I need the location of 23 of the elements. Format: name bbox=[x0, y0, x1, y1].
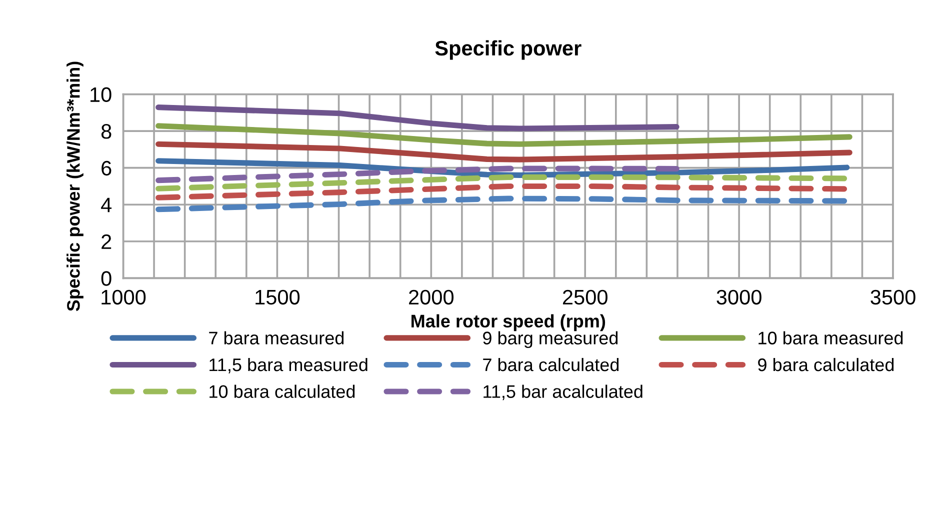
y-tick-label: 2 bbox=[102, 234, 112, 249]
x-tick-label: 1000 bbox=[102, 290, 146, 305]
legend-label: 11,5 bar acalculated bbox=[484, 384, 642, 400]
y-tick-label: 4 bbox=[101, 198, 112, 212]
legend-label: 7 bara measured bbox=[209, 331, 344, 344]
legend-label: 9 bara calculated bbox=[758, 358, 894, 372]
legend-label: 10 bara calculated bbox=[210, 384, 355, 398]
legend-label: 11,5 bara measured bbox=[210, 358, 368, 374]
y-tick-label: 0 bbox=[101, 271, 112, 286]
legend-label: 7 bara calculated bbox=[483, 358, 619, 372]
legend-label: 9 barg measured bbox=[483, 331, 618, 348]
y-tick-label: 8 bbox=[101, 124, 112, 139]
x-tick-label: 2000 bbox=[409, 290, 454, 305]
y-tick-label: 6 bbox=[102, 160, 112, 176]
x-tick-label: 3000 bbox=[716, 290, 762, 305]
legend-label: 10 bara measured bbox=[758, 331, 903, 344]
x-axis-title: Male rotor speed (rpm) bbox=[412, 314, 606, 332]
x-tick-label: 1500 bbox=[256, 290, 300, 305]
y-tick-label: 10 bbox=[90, 87, 112, 102]
chart-title: Specific power bbox=[435, 40, 582, 60]
y-axis-title: Specific power (kW/Nm³*min) bbox=[66, 62, 84, 312]
x-tick-label: 2500 bbox=[562, 290, 608, 305]
x-tick-label: 3500 bbox=[870, 290, 916, 305]
